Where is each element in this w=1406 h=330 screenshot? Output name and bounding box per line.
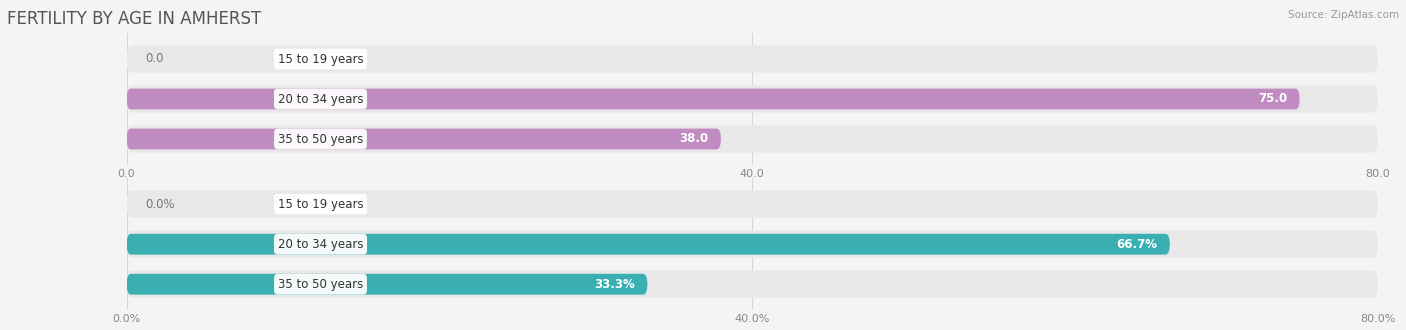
- Text: Source: ZipAtlas.com: Source: ZipAtlas.com: [1288, 10, 1399, 20]
- Text: 15 to 19 years: 15 to 19 years: [278, 52, 363, 65]
- Text: 0.0: 0.0: [145, 52, 165, 65]
- Text: 20 to 34 years: 20 to 34 years: [278, 238, 363, 251]
- Text: 15 to 19 years: 15 to 19 years: [278, 198, 363, 211]
- FancyBboxPatch shape: [127, 191, 1378, 218]
- FancyBboxPatch shape: [127, 46, 1378, 73]
- Text: FERTILITY BY AGE IN AMHERST: FERTILITY BY AGE IN AMHERST: [7, 10, 262, 28]
- Text: 35 to 50 years: 35 to 50 years: [278, 278, 363, 291]
- FancyBboxPatch shape: [127, 88, 1299, 110]
- FancyBboxPatch shape: [127, 129, 721, 149]
- FancyBboxPatch shape: [127, 271, 1378, 298]
- Text: 66.7%: 66.7%: [1116, 238, 1157, 251]
- Text: 75.0: 75.0: [1258, 92, 1286, 106]
- Text: 20 to 34 years: 20 to 34 years: [278, 92, 363, 106]
- FancyBboxPatch shape: [127, 125, 1378, 152]
- FancyBboxPatch shape: [127, 85, 1378, 113]
- FancyBboxPatch shape: [127, 274, 647, 295]
- Text: 38.0: 38.0: [679, 133, 709, 146]
- Text: 33.3%: 33.3%: [595, 278, 636, 291]
- Text: 0.0%: 0.0%: [145, 198, 174, 211]
- FancyBboxPatch shape: [127, 234, 1170, 255]
- Text: 35 to 50 years: 35 to 50 years: [278, 133, 363, 146]
- FancyBboxPatch shape: [127, 231, 1378, 258]
